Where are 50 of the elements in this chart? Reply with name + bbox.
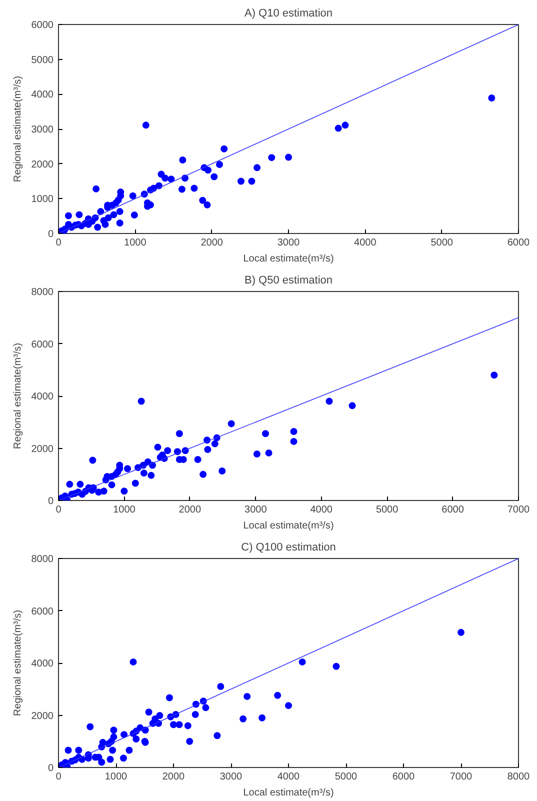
x-tick-label: 1000 <box>113 504 136 516</box>
x-tick-label: 8000 <box>507 772 530 782</box>
y-tick-label: 6000 <box>31 339 54 350</box>
x-tick-label: 0 <box>56 238 62 248</box>
x-tick-label: 5000 <box>334 772 358 782</box>
y-tick-label: 1000 <box>31 194 54 206</box>
x-tick-label: 2000 <box>178 504 202 516</box>
y-tick-label: 3000 <box>31 124 54 136</box>
y-tick-label: 0 <box>48 763 54 774</box>
x-tick-label: 1000 <box>104 772 128 782</box>
x-tick-label: 6000 <box>392 772 416 782</box>
x-tick-label: 3000 <box>244 504 268 516</box>
x-tick-label: 2000 <box>200 238 224 248</box>
y-axis-title: Regional estimate(m³/s) <box>12 342 24 450</box>
x-tick-label: 4000 <box>310 504 333 516</box>
chart-title: A) Q10 estimation <box>244 8 333 20</box>
y-tick-label: 5000 <box>31 54 54 66</box>
chart-title: C) Q100 estimation <box>241 542 336 554</box>
x-tick-label: 4000 <box>277 772 300 782</box>
x-tick-label: 0 <box>56 772 62 782</box>
x-axis-title: Local estimate(m³/s) <box>243 254 334 264</box>
y-tick-label: 8000 <box>31 554 54 565</box>
y-tick-label: 4000 <box>31 90 54 101</box>
y-tick-label: 6000 <box>31 20 54 31</box>
y-axis-title: Regional estimate(m³/s) <box>12 610 24 716</box>
y-tick-label: 4000 <box>31 658 54 670</box>
x-axis-title: Local estimate(m³/s) <box>243 788 334 798</box>
chart-title: B) Q50 estimation <box>244 274 333 286</box>
y-tick-label: 2000 <box>31 159 54 170</box>
x-tick-label: 4000 <box>354 238 377 248</box>
x-tick-label: 3000 <box>220 772 243 782</box>
y-tick-label: 8000 <box>31 287 54 298</box>
x-tick-label: 7000 <box>450 772 473 782</box>
y-tick-label: 2000 <box>31 444 54 455</box>
y-tick-label: 0 <box>48 229 54 240</box>
y-tick-label: 2000 <box>31 710 54 722</box>
x-tick-label: 1000 <box>124 238 147 248</box>
y-tick-label: 6000 <box>31 606 54 618</box>
x-axis-title: Local estimate(m³/s) <box>243 520 334 532</box>
y-axis-title: Regional estimate(m³/s) <box>12 76 24 182</box>
x-tick-label: 6000 <box>507 238 530 248</box>
x-tick-label: 7000 <box>507 504 530 516</box>
y-tick-label: 4000 <box>31 392 54 402</box>
x-tick-label: 5000 <box>430 238 454 248</box>
x-tick-label: 0 <box>56 504 62 516</box>
x-tick-label: 6000 <box>442 504 464 516</box>
x-tick-label: 3000 <box>277 238 300 248</box>
x-tick-label: 5000 <box>376 504 399 516</box>
y-tick-label: 0 <box>48 496 54 507</box>
x-tick-label: 2000 <box>162 772 186 782</box>
